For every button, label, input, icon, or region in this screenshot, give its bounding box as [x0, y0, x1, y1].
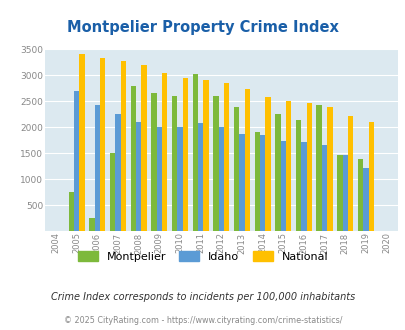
Text: Montpelier Property Crime Index: Montpelier Property Crime Index [67, 20, 338, 35]
Bar [362, 168, 368, 231]
Bar [301, 142, 306, 231]
Legend: Montpelier, Idaho, National: Montpelier, Idaho, National [73, 247, 332, 267]
Bar [151, 92, 156, 231]
Bar [68, 192, 74, 231]
Bar [347, 116, 352, 231]
Bar [110, 153, 115, 231]
Bar [203, 80, 208, 231]
Bar [198, 123, 203, 231]
Bar [79, 54, 85, 231]
Bar [295, 119, 301, 231]
Bar [141, 65, 146, 231]
Bar [89, 218, 94, 231]
Bar [336, 155, 342, 231]
Text: © 2025 CityRating.com - https://www.cityrating.com/crime-statistics/: © 2025 CityRating.com - https://www.city… [64, 316, 341, 325]
Bar [74, 91, 79, 231]
Bar [218, 127, 224, 231]
Bar [120, 61, 126, 231]
Bar [368, 121, 373, 231]
Bar [224, 83, 229, 231]
Bar [162, 73, 167, 231]
Bar [130, 86, 136, 231]
Bar [94, 105, 100, 231]
Bar [171, 96, 177, 231]
Bar [115, 114, 120, 231]
Bar [177, 127, 182, 231]
Bar [280, 141, 285, 231]
Bar [233, 107, 239, 231]
Bar [316, 105, 321, 231]
Bar [275, 114, 280, 231]
Bar [357, 159, 362, 231]
Bar [239, 134, 244, 231]
Bar [100, 58, 105, 231]
Bar [306, 103, 311, 231]
Bar [285, 101, 290, 231]
Bar [321, 146, 326, 231]
Bar [192, 74, 198, 231]
Bar [264, 97, 270, 231]
Bar [156, 127, 162, 231]
Bar [244, 89, 249, 231]
Text: Crime Index corresponds to incidents per 100,000 inhabitants: Crime Index corresponds to incidents per… [51, 292, 354, 302]
Bar [136, 122, 141, 231]
Bar [254, 132, 259, 231]
Bar [259, 135, 264, 231]
Bar [182, 78, 188, 231]
Bar [342, 155, 347, 231]
Bar [326, 107, 332, 231]
Bar [213, 96, 218, 231]
